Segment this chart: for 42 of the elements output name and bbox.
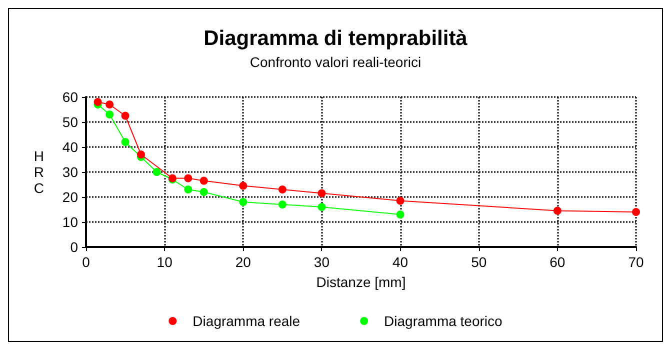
point (184, 174, 192, 182)
chart-title: Diagramma di temprabilità (204, 27, 468, 50)
point (318, 189, 326, 198)
point (152, 168, 161, 176)
x-tick-label: 30 (314, 254, 330, 270)
point (278, 200, 286, 208)
point (318, 203, 326, 211)
point (121, 112, 130, 120)
x-tick-label: 50 (471, 254, 487, 270)
x-tick-label: 40 (392, 254, 408, 270)
y-tick-label: 0 (70, 239, 78, 255)
point (106, 100, 114, 108)
point (396, 210, 404, 218)
x-tick-label: 0 (82, 254, 90, 270)
x-tick-label: 70 (628, 254, 644, 270)
x-tick-label: 20 (235, 254, 252, 270)
legend-label: Diagramma teorico (384, 313, 503, 329)
x-tick-label: 60 (550, 254, 566, 270)
point (553, 206, 562, 215)
y-tick-label: 20 (62, 189, 78, 205)
point (121, 138, 130, 146)
point (200, 188, 208, 196)
y-tick-label: 60 (62, 89, 78, 105)
y-tick-label: 30 (62, 164, 78, 180)
x-tick-label: 10 (156, 254, 173, 270)
y-axis-title: HRC (34, 148, 44, 196)
y-tick-label: 50 (62, 114, 78, 130)
point (106, 110, 114, 118)
point (137, 150, 145, 158)
y-tick-label: 10 (62, 214, 78, 230)
chart-subtitle: Confronto valori reali-teorici (250, 54, 422, 70)
point (632, 208, 640, 216)
point (184, 186, 192, 194)
x-axis-title: Distanze [mm] (316, 274, 406, 290)
point (278, 186, 286, 194)
point (396, 196, 404, 205)
legend-label: Diagramma reale (192, 313, 300, 329)
y-tick-label: 40 (62, 139, 78, 155)
point (239, 182, 248, 190)
point (200, 176, 208, 185)
point (94, 98, 102, 106)
point (239, 198, 248, 206)
